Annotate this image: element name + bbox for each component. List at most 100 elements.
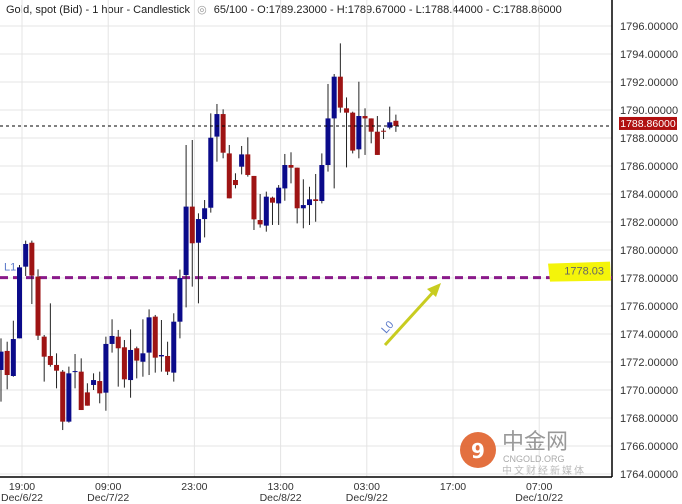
eye-icon[interactable]: ◎ [197, 4, 207, 16]
candle-up [331, 76, 337, 119]
candle-up [0, 351, 4, 370]
candle-down [60, 371, 66, 422]
y-tick-label: 1786.00000 [620, 161, 678, 173]
candle-up [17, 267, 23, 339]
candle-up [103, 343, 109, 393]
candle-down [374, 131, 380, 155]
watermark-sub: CNGOLD.ORG [503, 454, 565, 464]
y-tick-label: 1778.00000 [620, 273, 678, 285]
candle-up [140, 353, 146, 362]
y-tick-label: 1792.00000 [620, 77, 678, 89]
x-tick-time: 13:00 [267, 481, 293, 493]
candle-down [368, 118, 374, 132]
y-tick-label: 1764.00000 [620, 469, 678, 481]
candle-up [195, 219, 201, 243]
y-tick-label: 1774.00000 [620, 329, 678, 341]
x-tick-date: Dec/10/22 [515, 492, 563, 504]
y-tick-label: 1784.00000 [620, 189, 678, 201]
candle-down [337, 76, 343, 108]
arrow-head-icon [427, 283, 441, 297]
candle-up [128, 349, 134, 381]
candle-down [381, 130, 387, 132]
candle-up [319, 165, 325, 201]
y-tick-label: 1770.00000 [620, 385, 678, 397]
x-tick-date: Dec/6/22 [1, 492, 43, 504]
candle-down [189, 206, 195, 244]
candle-down [115, 336, 121, 349]
candle-up [276, 187, 282, 204]
candle-up [387, 122, 393, 128]
candle-up [66, 373, 72, 422]
candle-down [152, 316, 158, 358]
watermark-text: 中金网 [502, 430, 568, 455]
watermark-logo-icon [460, 432, 496, 468]
y-tick-label: 1790.00000 [620, 105, 678, 117]
chart-title: Gold, spot (Bid) - 1 hour - Candlestick … [6, 3, 562, 16]
y-tick-label: 1776.00000 [620, 301, 678, 313]
y-tick-label: 1780.00000 [620, 245, 678, 257]
y-tick-label: 1788.00000 [620, 133, 678, 145]
candle-down [313, 199, 319, 201]
candle-up [263, 196, 269, 226]
candle-up [171, 321, 177, 373]
highlight-marker [548, 261, 611, 282]
candle-up [109, 335, 115, 344]
candle-up [239, 154, 245, 167]
candle-down [29, 242, 35, 276]
x-tick-time: 23:00 [181, 481, 207, 493]
x-tick-time: 19:00 [9, 481, 35, 493]
candle-up [146, 317, 152, 353]
candle-down [294, 167, 300, 209]
y-tick-label: 1796.00000 [620, 21, 678, 33]
candle-down [41, 336, 47, 357]
candle-up [356, 116, 362, 150]
candle-down [245, 154, 251, 175]
watermark-logo-glyph: 9 [471, 439, 485, 463]
candle-up [208, 137, 214, 208]
candle-up [325, 118, 331, 166]
candle-down [47, 355, 53, 365]
ohlc-stats: 65/100 - O:1789.23000 - H:1789.67000 - L… [213, 4, 562, 16]
candle-down [84, 392, 90, 406]
candle-down [226, 153, 232, 199]
candle-up [282, 165, 288, 189]
candle-up [214, 114, 220, 137]
x-tick-time: 09:00 [95, 481, 121, 493]
x-tick-date: Dec/7/22 [87, 492, 129, 504]
candle-down [350, 112, 356, 151]
y-tick-label: 1766.00000 [620, 441, 678, 453]
candle-down [121, 347, 127, 380]
candle-down [251, 175, 257, 220]
candle-down [232, 180, 238, 186]
candle-up [177, 278, 183, 322]
x-tick-time: 07:00 [526, 481, 552, 493]
candle-down [78, 371, 84, 411]
candle-up [91, 380, 97, 385]
x-tick-time: 17:00 [440, 481, 466, 493]
level-line-name: L1 [4, 262, 16, 274]
candle-down [288, 165, 294, 168]
candle-down [4, 350, 10, 376]
candle-up [202, 208, 208, 220]
candle-down [269, 197, 275, 203]
candle-down [257, 220, 263, 225]
y-tick-label: 1768.00000 [620, 413, 678, 425]
current-price-badge [619, 116, 677, 130]
candle-up [10, 339, 16, 376]
instrument-label: Gold, spot (Bid) - 1 hour - Candlestick [6, 4, 191, 16]
y-tick-label: 1794.00000 [620, 49, 678, 61]
y-tick-label: 1772.00000 [620, 357, 678, 369]
candle-down [35, 276, 41, 336]
candle-up [158, 355, 164, 357]
current-price-label: 1788.86000 [620, 118, 676, 130]
candle-up [307, 199, 312, 206]
x-tick-date: Dec/9/22 [346, 492, 388, 504]
candle-down [344, 108, 350, 113]
candle-down [220, 114, 226, 153]
candle-up [300, 205, 306, 209]
x-tick-time: 03:00 [354, 481, 380, 493]
x-tick-date: Dec/8/22 [260, 492, 302, 504]
arrow-line [383, 287, 438, 347]
